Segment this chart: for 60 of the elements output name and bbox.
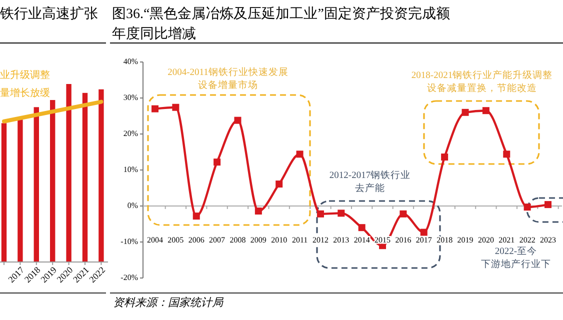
point bbox=[296, 150, 304, 158]
text: 资料来源：国家统计局 bbox=[113, 296, 224, 309]
chart-title: 铁行业高速扩张 bbox=[0, 6, 98, 22]
x-tick-label: 2016 bbox=[395, 235, 412, 244]
chart-title: 图36.“黑色金属冶炼及压延加工业”固定资产投资完成额年度同比增减 bbox=[112, 6, 450, 42]
y-tick-label: -20% bbox=[120, 272, 138, 282]
y-tick-label: 30% bbox=[123, 92, 138, 102]
x-tick-label: 2021 bbox=[498, 235, 515, 244]
point bbox=[276, 180, 283, 188]
x-tick-label: 2019 bbox=[457, 235, 474, 244]
y-tick-label: 20% bbox=[123, 128, 138, 138]
point bbox=[234, 116, 242, 124]
point bbox=[544, 201, 552, 208]
annotation: 2022-至今下游地产行业下 bbox=[481, 245, 551, 270]
x-tick-label: 2009 bbox=[250, 235, 266, 244]
y-tick-label: -10% bbox=[120, 236, 138, 246]
bar bbox=[98, 89, 104, 262]
x-tick-label: 2004 bbox=[147, 235, 163, 244]
bar bbox=[82, 92, 88, 262]
point bbox=[503, 150, 510, 158]
point bbox=[420, 228, 428, 236]
x-tick-label: 2014 bbox=[354, 235, 370, 244]
point bbox=[524, 204, 531, 211]
x-tick-label: 2007 bbox=[209, 235, 226, 244]
y-tick-label: 0% bbox=[127, 200, 138, 210]
x-tick-label: 2011 bbox=[292, 235, 308, 244]
bar bbox=[66, 84, 72, 262]
point bbox=[254, 208, 262, 215]
point bbox=[482, 107, 490, 114]
y-tick-label: 10% bbox=[123, 164, 138, 174]
text: 业升级调整 bbox=[0, 69, 50, 81]
x-tick-label: 2023 bbox=[540, 235, 556, 244]
point bbox=[152, 105, 158, 112]
x-tick-label: 2005 bbox=[168, 235, 184, 244]
bar bbox=[34, 107, 39, 262]
x-tick-label: 2013 bbox=[333, 235, 350, 244]
bar bbox=[1, 123, 7, 262]
point bbox=[441, 154, 448, 161]
point bbox=[172, 104, 180, 111]
point bbox=[316, 210, 324, 218]
x-tick-label: 2018 bbox=[436, 235, 453, 244]
point bbox=[192, 212, 200, 220]
annotation: 2012-2017钢铁行业去产能 bbox=[329, 169, 411, 194]
annotation: 量增长放缓 bbox=[0, 87, 50, 99]
point bbox=[214, 158, 221, 166]
x-tick-label: 2020 bbox=[478, 235, 494, 244]
x-tick-label: 2010 bbox=[271, 235, 288, 244]
x-tick-label: 2008 bbox=[230, 235, 246, 244]
annotation: 2004-2011钢铁行业快速发展设备增量市场 bbox=[168, 66, 288, 91]
point bbox=[400, 210, 407, 218]
point bbox=[338, 210, 345, 217]
bar bbox=[18, 120, 23, 262]
bar bbox=[50, 100, 56, 262]
point bbox=[358, 224, 366, 232]
x-tick-label: 2017 bbox=[416, 235, 432, 244]
annotation: 2018-2021钢铁行业产能升级调整设备减量置换，节能改造 bbox=[411, 69, 553, 94]
point bbox=[462, 108, 469, 116]
x-tick-label: 2006 bbox=[188, 235, 204, 244]
y-tick-label: 40% bbox=[123, 56, 138, 66]
x-tick-label: 2022 bbox=[519, 235, 536, 244]
